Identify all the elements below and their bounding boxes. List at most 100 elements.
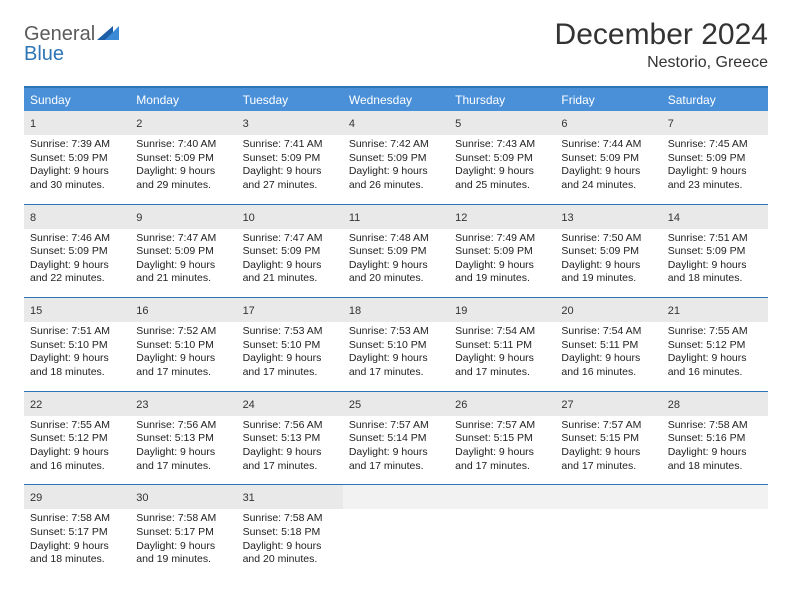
day-details: Sunrise: 7:42 AMSunset: 5:09 PMDaylight:… <box>343 135 449 193</box>
calendar-cell: 12 Sunrise: 7:49 AMSunset: 5:09 PMDayligh… <box>449 205 555 296</box>
day-details: Sunrise: 7:49 AMSunset: 5:09 PMDaylight:… <box>449 229 555 287</box>
day-number: 7 <box>668 118 674 130</box>
day-number-bar: 6 <box>555 111 661 135</box>
daylight-line: Daylight: 9 hours and 21 minutes. <box>136 259 230 286</box>
sunset-line: Sunset: 5:10 PM <box>349 339 443 353</box>
day-details: Sunrise: 7:56 AMSunset: 5:13 PMDaylight:… <box>237 416 343 474</box>
sunset-line: Sunset: 5:12 PM <box>668 339 762 353</box>
daylight-line: Daylight: 9 hours and 17 minutes. <box>561 446 655 473</box>
calendar-cell: 21Sunrise: 7:55 AMSunset: 5:12 PMDayligh… <box>662 298 768 389</box>
day-details: Sunrise: 7:54 AMSunset: 5:11 PMDaylight:… <box>555 322 661 380</box>
calendar-cell: 2Sunrise: 7:40 AMSunset: 5:09 PMDaylight… <box>130 111 236 202</box>
calendar-cell: . <box>662 485 768 576</box>
daylight-line: Daylight: 9 hours and 21 minutes. <box>243 259 337 286</box>
sunrise-line: Sunrise: 7:54 AM <box>455 325 549 339</box>
calendar-cell: 23Sunrise: 7:56 AMSunset: 5:13 PMDayligh… <box>130 392 236 483</box>
daylight-line: Daylight: 9 hours and 25 minutes. <box>455 165 549 192</box>
day-number-bar: . <box>662 485 768 509</box>
calendar-cell: 22 Sunrise: 7:55 AMSunset: 5:12 PMDayligh… <box>24 392 130 483</box>
sunrise-line: Sunrise: 7:58 AM <box>136 512 230 526</box>
day-number: 22 <box>30 399 42 411</box>
calendar: SundayMondayTuesdayWednesdayThursdayFrid… <box>24 86 768 576</box>
day-number: 12 <box>455 212 467 224</box>
daylight-line: Daylight: 9 hours and 17 minutes. <box>349 446 443 473</box>
sunrise-line: Sunrise: 7:55 AM <box>668 325 762 339</box>
day-details: Sunrise: 7:58 AMSunset: 5:17 PMDaylight:… <box>24 509 130 567</box>
daylight-line: Daylight: 9 hours and 24 minutes. <box>561 165 655 192</box>
sunrise-line: Sunrise: 7:44 AM <box>561 138 655 152</box>
day-details: Sunrise: 7:47 AMSunset: 5:09 PMDaylight:… <box>130 229 236 287</box>
daylight-line: Daylight: 9 hours and 18 minutes. <box>668 259 762 286</box>
day-number: 27 <box>561 399 573 411</box>
calendar-cell: 16Sunrise: 7:52 AMSunset: 5:10 PMDayligh… <box>130 298 236 389</box>
sunrise-line: Sunrise: 7:51 AM <box>668 232 762 246</box>
sunset-line: Sunset: 5:15 PM <box>455 432 549 446</box>
daylight-line: Daylight: 9 hours and 20 minutes. <box>243 540 337 567</box>
calendar-cell: 5Sunrise: 7:43 AMSunset: 5:09 PMDaylight… <box>449 111 555 202</box>
calendar-cell: 14Sunrise: 7:51 AMSunset: 5:09 PMDayligh… <box>662 205 768 296</box>
day-number-bar: 27 <box>555 392 661 416</box>
calendar-cell: 20 Sunrise: 7:54 AMSunset: 5:11 PMDayligh… <box>555 298 661 389</box>
daylight-line: Daylight: 9 hours and 17 minutes. <box>455 352 549 379</box>
day-number-bar: 15 <box>24 298 130 322</box>
daylight-line: Daylight: 9 hours and 16 minutes. <box>561 352 655 379</box>
day-details: Sunrise: 7:41 AMSunset: 5:09 PMDaylight:… <box>237 135 343 193</box>
day-details: Sunrise: 7:43 AMSunset: 5:09 PMDaylight:… <box>449 135 555 193</box>
day-number-bar: 13 <box>555 205 661 229</box>
calendar-cell: 18Sunrise: 7:53 AMSunset: 5:10 PMDayligh… <box>343 298 449 389</box>
sunrise-line: Sunrise: 7:58 AM <box>243 512 337 526</box>
brand-logo: General Blue <box>24 18 119 64</box>
sunrise-line: Sunrise: 7:57 AM <box>561 419 655 433</box>
calendar-cell: 24 Sunrise: 7:56 AMSunset: 5:13 PMDayligh… <box>237 392 343 483</box>
daylight-line: Daylight: 9 hours and 17 minutes. <box>349 352 443 379</box>
day-number: 25 <box>349 399 361 411</box>
daylight-line: Daylight: 9 hours and 30 minutes. <box>30 165 124 192</box>
day-number: 1 <box>30 118 36 130</box>
day-number-bar: 1 <box>24 111 130 135</box>
daylight-line: Daylight: 9 hours and 29 minutes. <box>136 165 230 192</box>
title-block: December 2024 Nestorio, Greece <box>555 18 768 72</box>
day-number: 21 <box>668 305 680 317</box>
day-number-bar: 7 <box>662 111 768 135</box>
day-number: 20 <box>561 305 573 317</box>
calendar-cell: . <box>449 485 555 576</box>
calendar-cell: . <box>555 485 661 576</box>
day-details: Sunrise: 7:45 AMSunset: 5:09 PMDaylight:… <box>662 135 768 193</box>
day-number-bar: 25 <box>343 392 449 416</box>
calendar-cell: 11Sunrise: 7:48 AMSunset: 5:09 PMDayligh… <box>343 205 449 296</box>
sunrise-line: Sunrise: 7:56 AM <box>243 419 337 433</box>
sunrise-line: Sunrise: 7:56 AM <box>136 419 230 433</box>
day-number: 24 <box>243 399 255 411</box>
day-details: Sunrise: 7:56 AMSunset: 5:13 PMDaylight:… <box>130 416 236 474</box>
weekday-header: Wednesday <box>343 88 449 111</box>
day-number-bar: 9 <box>130 205 236 229</box>
sunset-line: Sunset: 5:09 PM <box>349 245 443 259</box>
brand-sail-icon <box>97 23 119 45</box>
day-number: 17 <box>243 305 255 317</box>
weekday-header: Tuesday <box>237 88 343 111</box>
day-details: Sunrise: 7:39 AMSunset: 5:09 PMDaylight:… <box>24 135 130 193</box>
day-number-bar: 17 <box>237 298 343 322</box>
day-number-bar: 4 <box>343 111 449 135</box>
calendar-cell: . <box>343 485 449 576</box>
day-details: Sunrise: 7:40 AMSunset: 5:09 PMDaylight:… <box>130 135 236 193</box>
day-details: Sunrise: 7:55 AMSunset: 5:12 PMDaylight:… <box>24 416 130 474</box>
day-details: Sunrise: 7:52 AMSunset: 5:10 PMDaylight:… <box>130 322 236 380</box>
sunrise-line: Sunrise: 7:50 AM <box>561 232 655 246</box>
weekday-header: Monday <box>130 88 236 111</box>
sunset-line: Sunset: 5:09 PM <box>136 152 230 166</box>
location-label: Nestorio, Greece <box>555 54 768 72</box>
header: General Blue December 2024 Nestorio, Gre… <box>24 18 768 72</box>
day-details: Sunrise: 7:50 AMSunset: 5:09 PMDaylight:… <box>555 229 661 287</box>
calendar-cell: 9Sunrise: 7:47 AMSunset: 5:09 PMDaylight… <box>130 205 236 296</box>
day-number: 10 <box>243 212 255 224</box>
day-number: 13 <box>561 212 573 224</box>
daylight-line: Daylight: 9 hours and 20 minutes. <box>349 259 443 286</box>
sunrise-line: Sunrise: 7:51 AM <box>30 325 124 339</box>
day-details: Sunrise: 7:57 AMSunset: 5:15 PMDaylight:… <box>449 416 555 474</box>
calendar-cell: 26Sunrise: 7:57 AMSunset: 5:15 PMDayligh… <box>449 392 555 483</box>
sunset-line: Sunset: 5:09 PM <box>455 245 549 259</box>
sunrise-line: Sunrise: 7:55 AM <box>30 419 124 433</box>
sunset-line: Sunset: 5:10 PM <box>243 339 337 353</box>
sunset-line: Sunset: 5:09 PM <box>561 245 655 259</box>
